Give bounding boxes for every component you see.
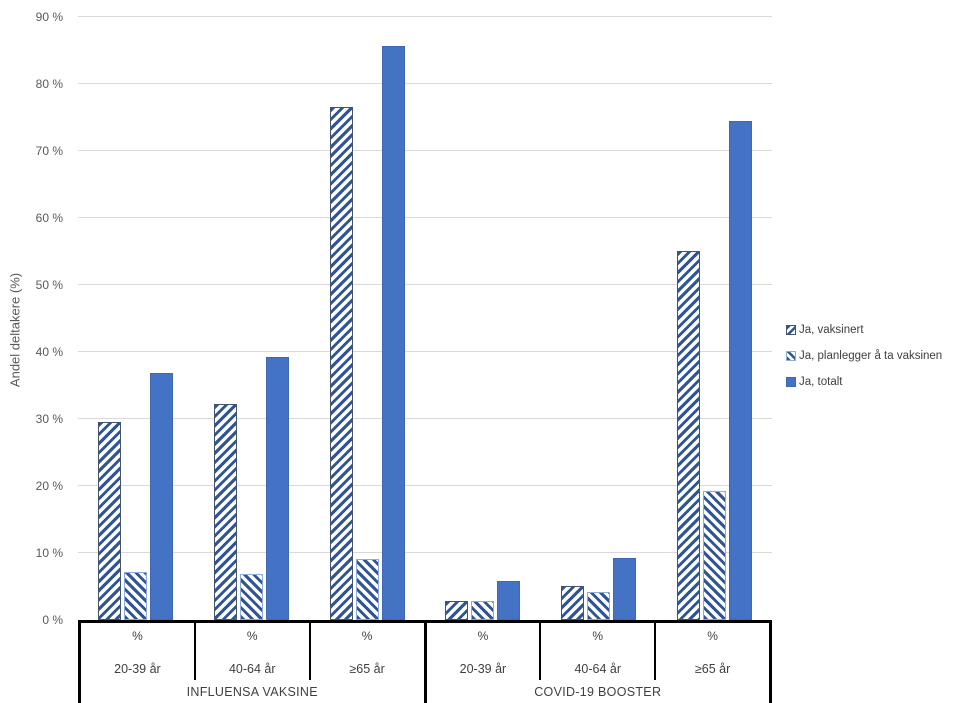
unit-label: % <box>246 629 258 643</box>
bar <box>124 571 148 620</box>
category-label: COVID-19 BOOSTER <box>534 684 662 699</box>
legend-item-vaksinert: Ja, vaksinert <box>786 324 968 336</box>
y-tick-label: 20 % <box>35 479 63 494</box>
gridline <box>78 485 772 487</box>
y-tick-label: 50 % <box>35 278 63 292</box>
bar <box>471 601 495 620</box>
x-axis-table: % 20-39 år% 40-64 år% ≥65 år INFLUENSA VAKS… <box>78 620 772 703</box>
y-tick-label: 10 % <box>35 546 63 561</box>
unit-label: % <box>132 629 143 643</box>
y-tick-label: 60 % <box>35 211 63 225</box>
age-group-label: 40-64 år <box>228 662 276 676</box>
bar-group <box>309 17 425 620</box>
bar <box>329 107 353 620</box>
bar <box>266 357 289 620</box>
bar <box>497 581 521 620</box>
legend: Ja, vaksinert Ja, planlegger å ta vaksin… <box>786 324 968 402</box>
bar <box>561 585 585 620</box>
age-group-label: 20-39 år <box>114 662 161 676</box>
solid-swatch-icon <box>786 377 796 387</box>
y-axis-tick-labels: 0 % 10 % 20 % 30 % 40 % 50 % 60 % 70 % 80 % 90 % <box>0 10 63 627</box>
y-tick-label: 70 % <box>35 144 63 158</box>
gridline <box>78 351 772 353</box>
bar <box>240 574 263 620</box>
legend-item-planlegger: Ja, planlegger å ta vaksinen <box>786 350 968 362</box>
legend-label: Ja, totalt <box>799 376 843 388</box>
bar <box>728 120 752 620</box>
gridline <box>78 217 772 218</box>
bar <box>98 421 122 620</box>
y-tick-label: 40 % <box>35 345 63 360</box>
group-cell: % 40-64 år <box>196 623 311 680</box>
group-cell: % 20-39 år <box>427 623 542 680</box>
gridline <box>78 552 772 554</box>
age-group-label: 40-64 år <box>574 662 622 676</box>
age-group-label: ≥65 år <box>694 662 731 676</box>
bar <box>587 591 611 620</box>
plot-area <box>78 16 772 620</box>
age-group-label: 20-39 år <box>459 662 507 676</box>
bar <box>676 250 700 620</box>
legend-item-totalt: Ja, totalt <box>786 376 968 388</box>
gridline <box>78 16 772 17</box>
unit-label: % <box>477 629 489 643</box>
bar <box>445 601 469 620</box>
category-groups: % 20-39 år% 40-64 år% ≥65 år <box>81 623 424 680</box>
unit-label: % <box>707 629 718 643</box>
unit-label: % <box>361 629 373 643</box>
age-group-label: ≥65 år <box>349 662 385 676</box>
category-section-influensa: % 20-39 år% 40-64 år% ≥65 år INFLUENSA VAKS… <box>81 623 427 703</box>
bar-group <box>78 17 194 620</box>
group-cell: % 20-39 år <box>81 623 196 680</box>
bar <box>613 558 637 620</box>
unit-label: % <box>592 629 604 643</box>
legend-label: Ja, planlegger å ta vaksinen <box>799 350 943 362</box>
bar <box>150 373 174 620</box>
bar <box>214 403 237 620</box>
gridline <box>78 83 772 85</box>
y-tick-label: 30 % <box>35 412 63 426</box>
hatch-back-swatch-icon <box>786 351 796 361</box>
bar <box>381 45 405 620</box>
gridline <box>78 418 772 419</box>
category-groups: % 20-39 år% 40-64 år% ≥65 år <box>427 623 770 680</box>
bar-group <box>425 17 541 620</box>
y-tick-label: 80 % <box>35 77 63 92</box>
category-label: INFLUENSA VAKSINE <box>186 684 318 699</box>
bar <box>702 490 726 620</box>
gridline <box>78 284 772 285</box>
gridline <box>78 150 772 151</box>
bar-group <box>541 17 657 620</box>
bar <box>355 559 379 620</box>
y-tick-label: 0 % <box>42 613 63 627</box>
hatch-forward-swatch-icon <box>786 325 796 335</box>
bar-groups <box>78 17 772 620</box>
category-section-covid: % 20-39 år% 40-64 år% ≥65 år COVID-19 BOOST… <box>427 623 770 703</box>
bar-group <box>656 17 772 620</box>
y-tick-label: 90 % <box>35 10 63 24</box>
legend-label: Ja, vaksinert <box>799 324 864 336</box>
group-cell: % 40-64 år <box>541 623 657 680</box>
group-cell: % ≥65 år <box>656 623 769 680</box>
group-cell: % ≥65 år <box>311 623 424 680</box>
bar-group <box>194 17 310 620</box>
